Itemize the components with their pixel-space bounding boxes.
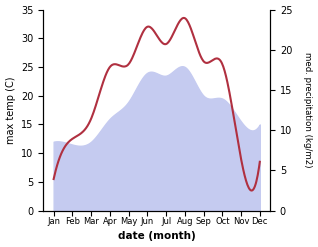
Y-axis label: max temp (C): max temp (C) [5,76,16,144]
X-axis label: date (month): date (month) [118,231,196,242]
Y-axis label: med. precipitation (kg/m2): med. precipitation (kg/m2) [303,52,313,168]
